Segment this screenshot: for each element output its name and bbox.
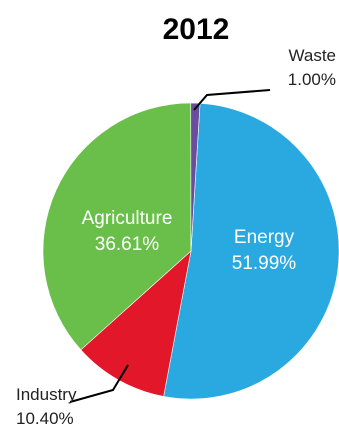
slice-labels: Energy 51.99% Agriculture 36.61% Waste 1… (16, 46, 336, 428)
leader-lines (69, 89, 271, 403)
chart-title: 2012 (163, 13, 230, 46)
pie-slice-agriculture (42, 102, 192, 351)
slice-label-energy: Energy (234, 227, 295, 248)
slice-value-waste: 1.00% (288, 70, 336, 89)
leader-line-waste (193, 89, 271, 111)
pie-slice-energy (163, 102, 339, 400)
slice-label-industry: Industry (16, 385, 77, 404)
slice-label-agriculture: Agriculture (82, 208, 173, 229)
slice-value-energy: 51.99% (232, 253, 297, 274)
pie-slices (42, 102, 339, 400)
slice-value-industry: 10.40% (16, 409, 74, 428)
leader-line-industry (69, 364, 129, 403)
slice-value-agriculture: 36.61% (95, 234, 160, 255)
slice-label-waste: Waste (288, 46, 336, 65)
